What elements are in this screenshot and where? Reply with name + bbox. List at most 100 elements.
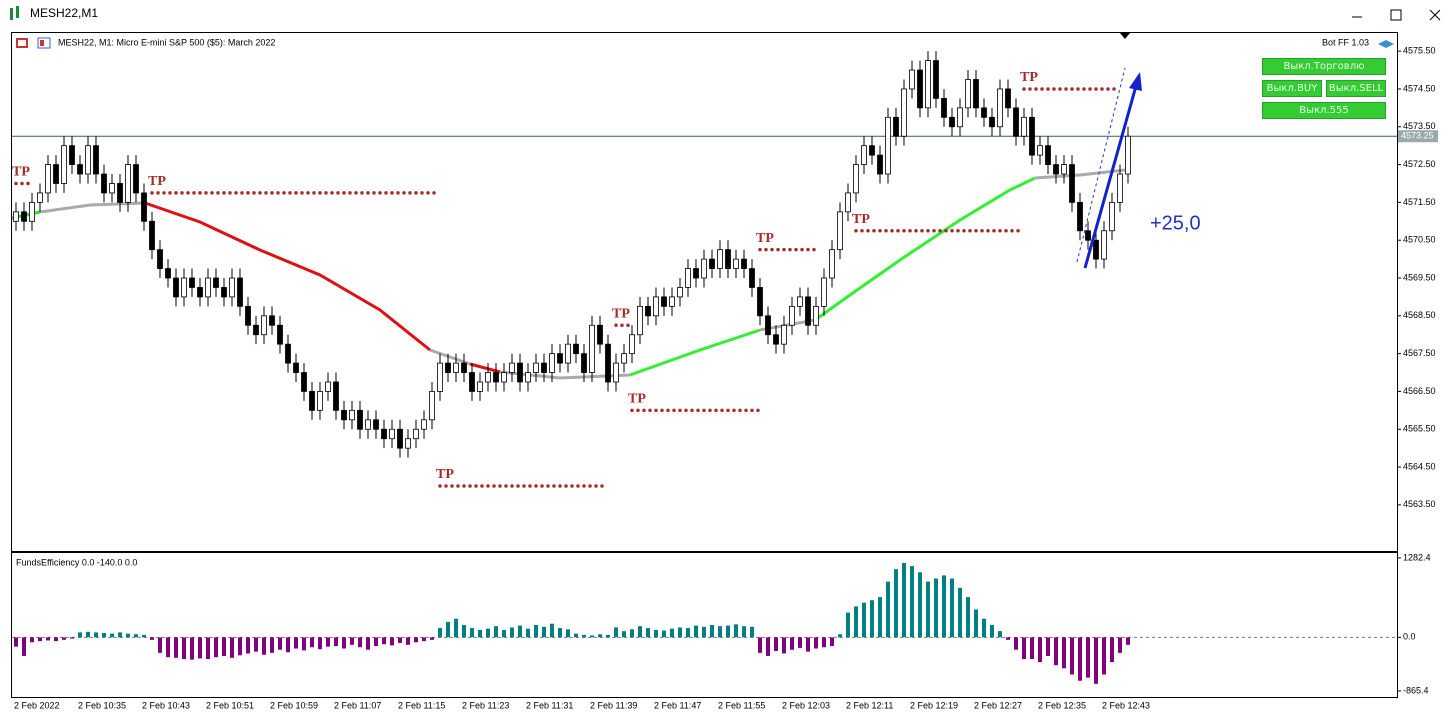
histogram-bar	[646, 628, 650, 638]
candle-body	[549, 353, 555, 373]
histogram-bar	[534, 624, 538, 638]
histogram-bar	[590, 635, 594, 638]
candle-body	[653, 296, 659, 317]
candle-body	[1125, 135, 1131, 175]
app-icon	[10, 6, 19, 20]
candle-body	[29, 201, 35, 222]
candle-body	[773, 334, 779, 345]
blue-arrow	[1083, 85, 1138, 269]
y-tick-label: 4563.50	[1403, 499, 1436, 509]
candle-body	[1093, 239, 1099, 260]
y-tick-label: 0.0	[1403, 632, 1416, 642]
histogram-bar	[734, 624, 738, 638]
candle-body	[141, 192, 147, 222]
candle-body	[501, 372, 507, 383]
candle-body	[461, 362, 467, 373]
histogram-bar	[86, 631, 90, 638]
y-tick-label: 1282.4	[1403, 552, 1431, 562]
candle-body	[317, 391, 323, 411]
histogram-bar	[870, 600, 874, 638]
candle-body	[125, 164, 131, 203]
candle-body	[885, 116, 891, 175]
x-tick-label: 2 Feb 12:43	[1102, 700, 1150, 710]
candle-body	[1029, 116, 1035, 156]
candle-body	[629, 334, 635, 355]
candle-body	[1061, 164, 1067, 175]
candle-body	[213, 277, 219, 288]
candle-body	[309, 391, 315, 411]
candle-body	[237, 277, 243, 307]
candle-body	[469, 372, 475, 392]
y-tick-label: -865.4	[1403, 685, 1429, 695]
histogram-bar	[718, 626, 722, 638]
histogram-bar	[518, 625, 522, 638]
candle-body	[437, 362, 443, 392]
candle-body	[453, 362, 459, 373]
candle-body	[845, 192, 851, 213]
histogram-bar	[102, 633, 106, 638]
histogram-bar	[974, 609, 978, 638]
candle-body	[965, 79, 971, 109]
candle-body	[853, 164, 859, 194]
candle-body	[173, 277, 179, 298]
y-tick-label: 4573.50	[1403, 121, 1436, 131]
y-tick-label: 4569.50	[1403, 272, 1436, 282]
disable-trading-button[interactable]: Выкл.Торговлю	[1262, 58, 1386, 75]
histogram-bar	[806, 637, 810, 652]
histogram-bar	[942, 575, 946, 638]
candle-body	[1045, 145, 1051, 165]
histogram-bar	[230, 637, 234, 658]
tp-label: TP	[436, 467, 454, 482]
candle-body	[357, 409, 363, 430]
candle-body	[333, 381, 339, 411]
sub-plot-frame	[11, 552, 1398, 698]
x-tick-label: 2 Feb 11:07	[334, 700, 381, 710]
histogram-bar	[1038, 637, 1042, 663]
histogram-bar	[262, 637, 266, 655]
candle-body	[661, 296, 667, 307]
histogram-bar	[606, 634, 610, 638]
histogram-bar	[398, 637, 402, 643]
close-button[interactable]	[1429, 9, 1441, 21]
candle-body	[781, 324, 787, 345]
disable-sell-button[interactable]: Выкл.SELL	[1326, 80, 1386, 97]
candle-body	[573, 343, 579, 355]
histogram-bar	[454, 618, 458, 638]
title-bar	[0, 0, 1453, 29]
histogram-bar	[22, 637, 26, 656]
candle-body	[429, 391, 435, 421]
candle-body	[1013, 107, 1019, 137]
histogram-bar	[774, 637, 778, 651]
histogram-bar	[966, 597, 970, 638]
candle-body	[765, 315, 771, 336]
histogram-bar	[894, 569, 898, 638]
candle-body	[909, 69, 915, 90]
candle-body	[789, 305, 795, 326]
disable-555-button[interactable]: Выкл.555	[1262, 102, 1386, 119]
disable-buy-button[interactable]: Выкл.BUY	[1262, 80, 1322, 97]
x-tick-label: 2 Feb 11:31	[526, 700, 573, 710]
histogram-bar	[342, 637, 346, 649]
candle-body	[869, 145, 875, 156]
candle-body	[373, 419, 379, 430]
histogram-bar	[1110, 637, 1114, 663]
candle-body	[165, 268, 171, 279]
histogram-bar	[70, 637, 74, 639]
histogram-bar	[318, 637, 322, 650]
candle-body	[493, 372, 499, 383]
x-tick-label: 2 Feb 10:51	[206, 700, 254, 710]
maximize-button[interactable]	[1390, 9, 1402, 21]
histogram-bar	[1118, 637, 1122, 653]
candle-body	[901, 88, 907, 137]
candle-body	[485, 372, 491, 383]
x-tick-label: 2 Feb 12:03	[782, 700, 830, 710]
candle-body	[605, 343, 611, 383]
histogram-bar	[1126, 637, 1130, 645]
histogram-bar	[486, 628, 490, 638]
blue-arrow-head	[1129, 72, 1142, 91]
histogram-bar	[598, 634, 602, 638]
histogram-bar	[118, 632, 122, 638]
histogram-bar	[638, 626, 642, 638]
candle-body	[637, 305, 643, 336]
histogram-bar	[726, 625, 730, 638]
